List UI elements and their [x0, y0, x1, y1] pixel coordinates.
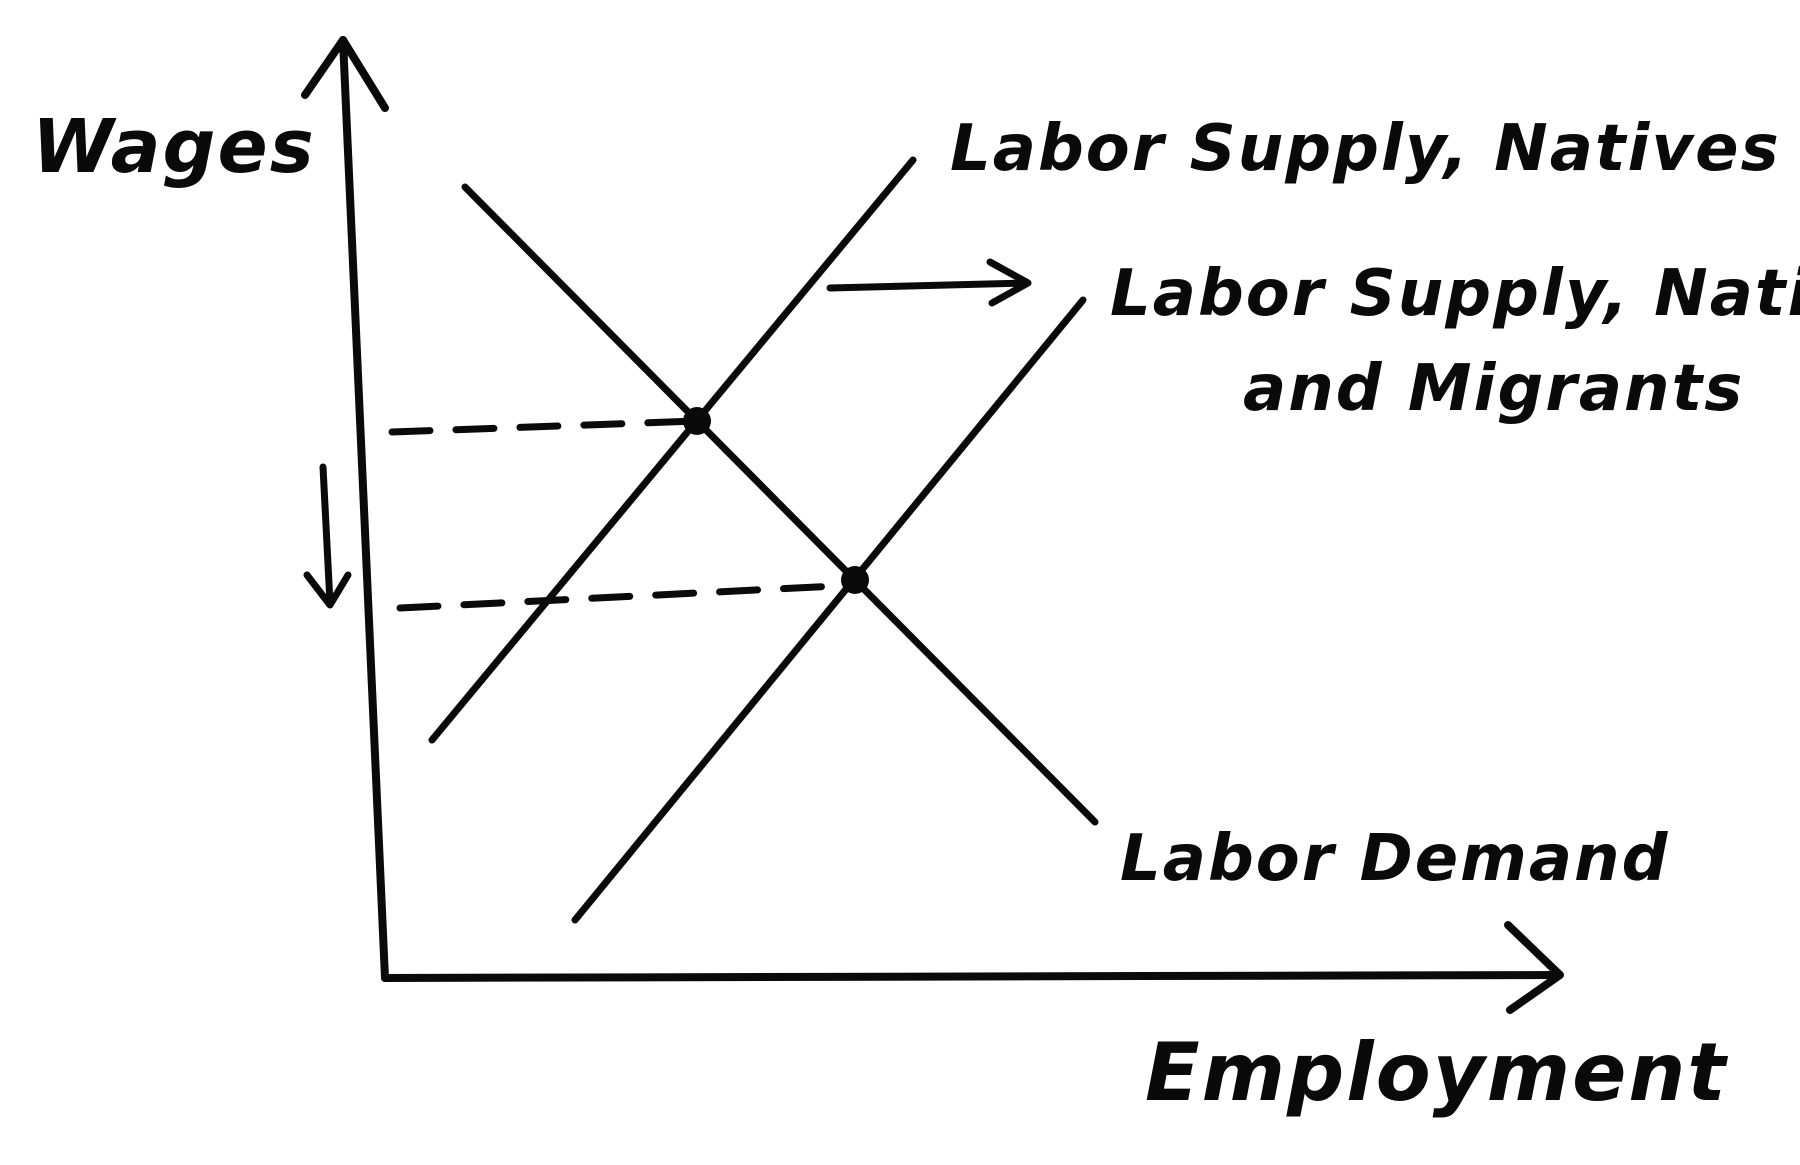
- labor-demand-label: Labor Demand: [1120, 822, 1669, 896]
- equilibrium-point-initial: [683, 407, 711, 435]
- labor-supply-natives-label: Labor Supply, Natives Only: [950, 112, 1800, 186]
- x-axis: [381, 971, 1559, 982]
- labor-supply-migrants-label-line2: and Migrants: [1243, 352, 1744, 426]
- right-arrow-icon: [826, 258, 1032, 307]
- labor-supply-natives-migrants-line: [571, 296, 1087, 924]
- labor-supply-migrants-label-line1: Labor Supply, Natives: [1110, 257, 1800, 331]
- equilibrium-point-new: [841, 566, 869, 594]
- axes: [301, 36, 1564, 1014]
- x-axis-label: Employment: [1145, 1026, 1728, 1119]
- y-axis: [339, 36, 389, 982]
- y-axis-arrowhead: [301, 36, 389, 112]
- y-axis-label: Wages: [32, 104, 316, 190]
- labor-supply-natives-line: [428, 156, 917, 744]
- down-arrow-icon: [303, 463, 352, 609]
- x-axis-arrowhead: [1504, 921, 1564, 1014]
- wage-dashed-line-new: [396, 581, 859, 612]
- wage-dashed-line-initial: [388, 417, 701, 436]
- labor-demand-line: [461, 183, 1099, 826]
